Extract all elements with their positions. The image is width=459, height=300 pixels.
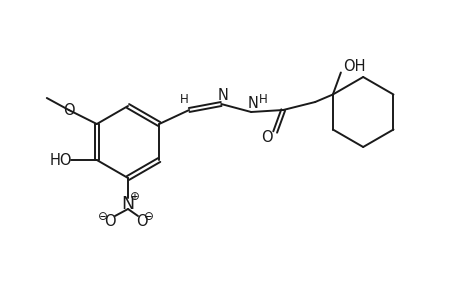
Text: N: N xyxy=(247,95,258,110)
Text: ⊖: ⊖ xyxy=(98,211,108,224)
Text: OH: OH xyxy=(343,59,365,74)
Text: O: O xyxy=(136,214,147,230)
Text: O: O xyxy=(261,130,272,145)
Text: H: H xyxy=(179,92,188,106)
Text: N: N xyxy=(217,88,228,103)
Text: ⊖: ⊖ xyxy=(144,211,154,224)
Text: N: N xyxy=(121,195,134,213)
Text: ⊕: ⊕ xyxy=(130,190,140,203)
Text: O: O xyxy=(63,103,74,118)
Text: H: H xyxy=(258,92,267,106)
Text: O: O xyxy=(104,214,116,230)
Text: HO: HO xyxy=(50,152,72,167)
